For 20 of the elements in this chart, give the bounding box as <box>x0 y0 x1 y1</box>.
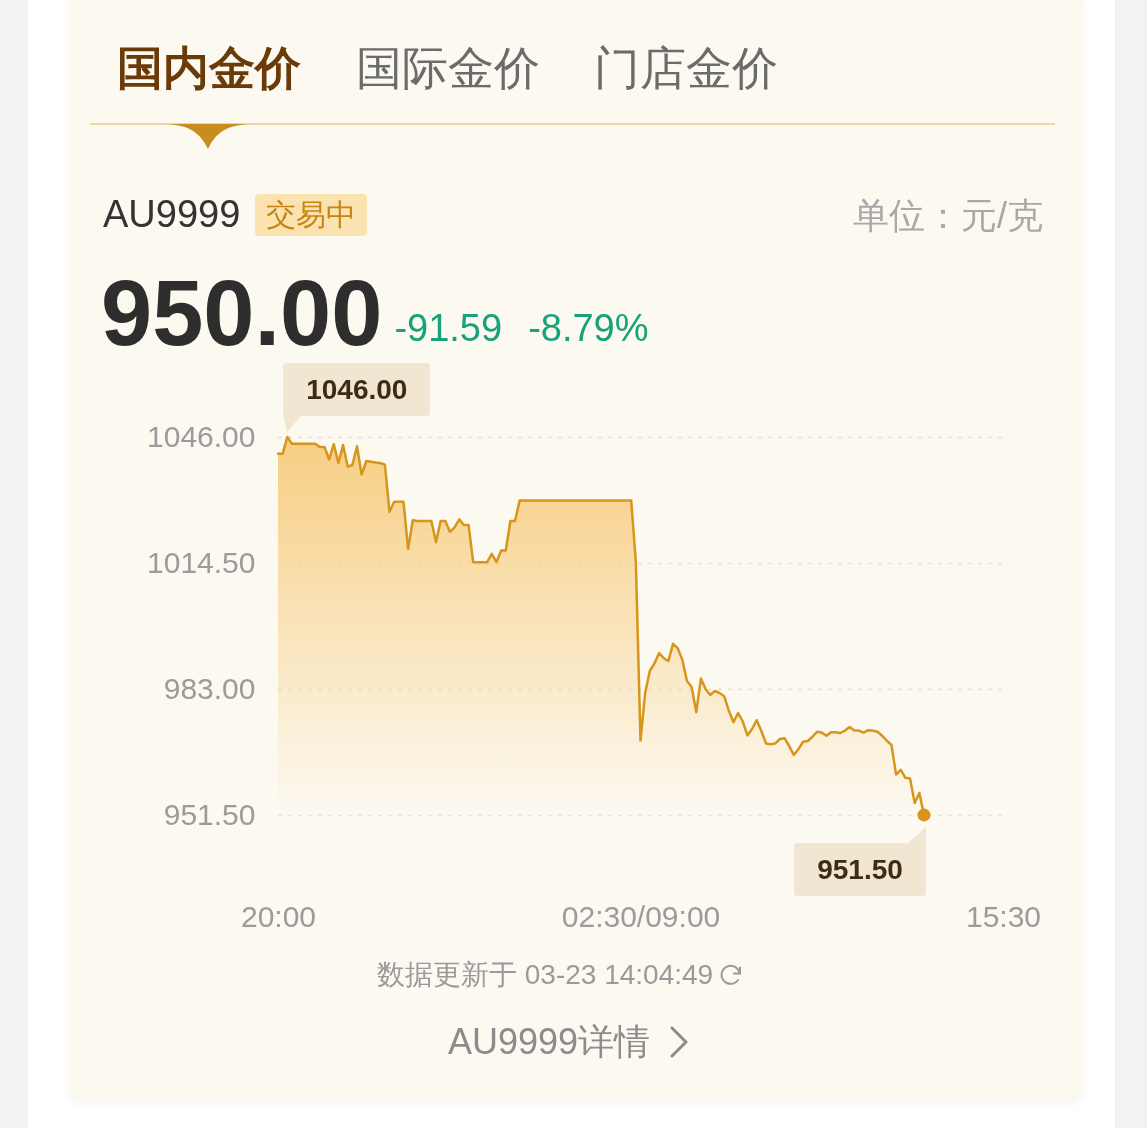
text: 数据更新于 03-23 14:04:49 <box>377 959 714 990</box>
text: 单位：元/克 <box>852 195 1043 236</box>
y-tick-label: 1014.50 <box>147 545 256 579</box>
x-tick-label: 15:30 <box>965 899 1042 933</box>
text: 950.00 <box>101 262 383 364</box>
annotation: 951.50 <box>817 853 903 885</box>
y-tick-label: 983.00 <box>163 671 256 705</box>
text: AU9999详情 <box>448 1021 651 1062</box>
y-tick-label: 1046.00 <box>147 419 256 453</box>
text: 国内金价 <box>117 42 301 94</box>
text: 国际金价 <box>356 42 540 94</box>
text: 1046.00 <box>306 373 408 405</box>
y-tick-label: 951.50 <box>163 797 256 831</box>
text: 交易中 <box>266 198 357 231</box>
chart-title: AU9999 <box>103 193 241 235</box>
text: -8.79% <box>528 307 649 349</box>
x-tick-label: 02:30/09:00 <box>561 899 721 933</box>
x-tick-label: 20:00 <box>240 899 317 933</box>
text: -91.59 <box>394 307 503 349</box>
text: 门店金价 <box>594 42 778 94</box>
